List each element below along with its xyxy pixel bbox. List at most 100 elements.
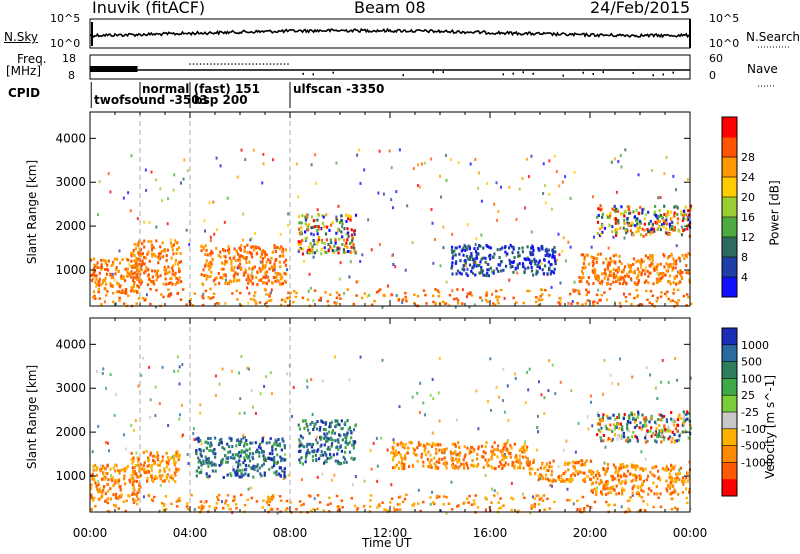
nave-dot: [224, 63, 226, 65]
velocity-echo-cell: [269, 371, 272, 375]
power-echo-cell: [297, 195, 300, 199]
power-region-0-cell: [127, 258, 130, 262]
velocity-ground-cell: [493, 494, 496, 497]
velocity-region-7-cell: [627, 436, 630, 440]
power-region-4-cell: [512, 245, 515, 249]
power-region-2-cell: [244, 268, 247, 272]
velocity-echo-cell: [661, 358, 664, 362]
power-ground-cell: [141, 296, 145, 300]
power-region-2-cell: [236, 272, 239, 276]
velocity-region-4-cell: [443, 461, 447, 465]
power-ground-cell: [122, 302, 126, 305]
power-echo-cell: [212, 200, 215, 204]
power-region-5-cell: [668, 255, 671, 259]
velocity-region-5-cell: [529, 462, 532, 466]
velocity-region-6-cell: [626, 469, 630, 473]
power-echo-cell: [166, 222, 169, 226]
velocity-ground-cell: [531, 505, 535, 508]
power-region-3-cell: [349, 218, 352, 222]
velocity-region-2-cell: [202, 462, 205, 466]
power-region-5-cell: [617, 266, 620, 270]
velocity-region-4-cell: [438, 457, 441, 461]
velocity-region-4-cell: [501, 453, 504, 457]
velocity-region-6-cell: [653, 474, 656, 478]
velocity-region-4-cell: [401, 459, 404, 463]
power-region-6-cell: [595, 215, 599, 219]
velocity-region-6-cell: [604, 470, 607, 474]
velocity-ground-cell: [243, 503, 247, 507]
power-echo-cell: [687, 252, 690, 256]
power-region-6-cell: [637, 229, 640, 233]
velocity-region-7-cell: [601, 418, 605, 422]
power-region-2-cell: [214, 277, 217, 281]
power-region-3-cell: [300, 226, 303, 230]
power-region-5-cell: [607, 277, 610, 281]
power-region-2-cell: [233, 265, 236, 269]
velocity-region-5-cell: [550, 473, 553, 477]
power-ground-cell: [636, 295, 639, 298]
velocity-region-7-cell: [626, 428, 629, 432]
power-region-5-cell: [685, 255, 688, 259]
power-region-3-cell: [298, 221, 301, 225]
velocity-region-7-cell: [654, 433, 657, 437]
power-region-5-cell: [626, 272, 629, 276]
velocity-region-4-cell: [453, 442, 457, 446]
velocity-region-2-cell: [197, 436, 200, 440]
velocity-region-1-cell: [177, 458, 180, 462]
velocity-region-6-cell: [626, 464, 629, 468]
velocity-region-2-cell: [202, 449, 205, 453]
velocity-region-4-cell: [455, 457, 458, 461]
power-echo-cell: [213, 232, 216, 236]
power-region-2-cell: [233, 274, 236, 278]
power-echo-cell: [312, 255, 315, 259]
velocity-ground-cell: [276, 507, 279, 511]
power-region-5-cell: [670, 252, 673, 256]
power-region-5-cell: [604, 273, 608, 277]
power-echo-cell: [613, 157, 616, 161]
power-echo-cell: [593, 235, 596, 239]
velocity-region-3-cell: [340, 427, 343, 431]
velocity-region-5-cell: [564, 479, 567, 483]
velocity-region-4-cell: [423, 449, 426, 453]
velocity-region-4-cell: [509, 455, 512, 459]
velocity-region-0-cell: [114, 478, 117, 482]
power-echo-cell: [665, 155, 668, 159]
velocity-region-4-cell: [392, 455, 395, 459]
power-region-3-cell: [312, 238, 315, 242]
power-echo-cell: [686, 177, 689, 181]
velocity-echo-cell: [200, 468, 203, 472]
velocity-ground-cell: [429, 496, 432, 499]
power-ground-cell: [204, 289, 208, 293]
velocity-echo-cell: [570, 389, 573, 393]
power-region-3-cell: [335, 218, 338, 222]
velocity-region-7-cell: [683, 416, 686, 420]
power-echo-cell: [169, 238, 172, 242]
velocity-region-6-cell: [639, 467, 642, 471]
velocity-region-1-cell: [175, 467, 178, 471]
velocity-region-4-cell: [441, 448, 444, 452]
velocity-echo-cell: [313, 497, 316, 501]
power-region-2-cell: [264, 276, 267, 280]
power-region-5-cell: [648, 271, 651, 275]
velocity-region-3-cell: [311, 455, 315, 459]
velocity-region-6-cell: [668, 486, 671, 490]
velocity-region-0-cell: [97, 483, 100, 487]
power-echo-cell: [316, 208, 319, 212]
power-region-4-cell: [497, 263, 500, 267]
power-region-6-cell: [686, 218, 690, 222]
power-region-2-cell: [261, 263, 265, 267]
power-region-5-cell: [669, 282, 672, 286]
power-region-3-cell: [320, 238, 323, 242]
velocity-region-6-cell: [617, 478, 621, 482]
power-echo-cell: [208, 201, 211, 205]
velocity-region-7-cell: [644, 424, 647, 428]
power-region-4-cell: [489, 253, 492, 257]
power-echo-cell: [550, 207, 553, 211]
velocity-echo-cell: [528, 367, 531, 371]
velocity-region-3-cell: [324, 452, 327, 456]
velocity-region-0-cell: [94, 463, 97, 467]
velocity-region-2-cell: [204, 440, 207, 444]
velocity-region-7-cell: [609, 428, 612, 432]
power-echo-cell: [477, 186, 480, 190]
velocity-region-2-cell: [256, 469, 259, 473]
